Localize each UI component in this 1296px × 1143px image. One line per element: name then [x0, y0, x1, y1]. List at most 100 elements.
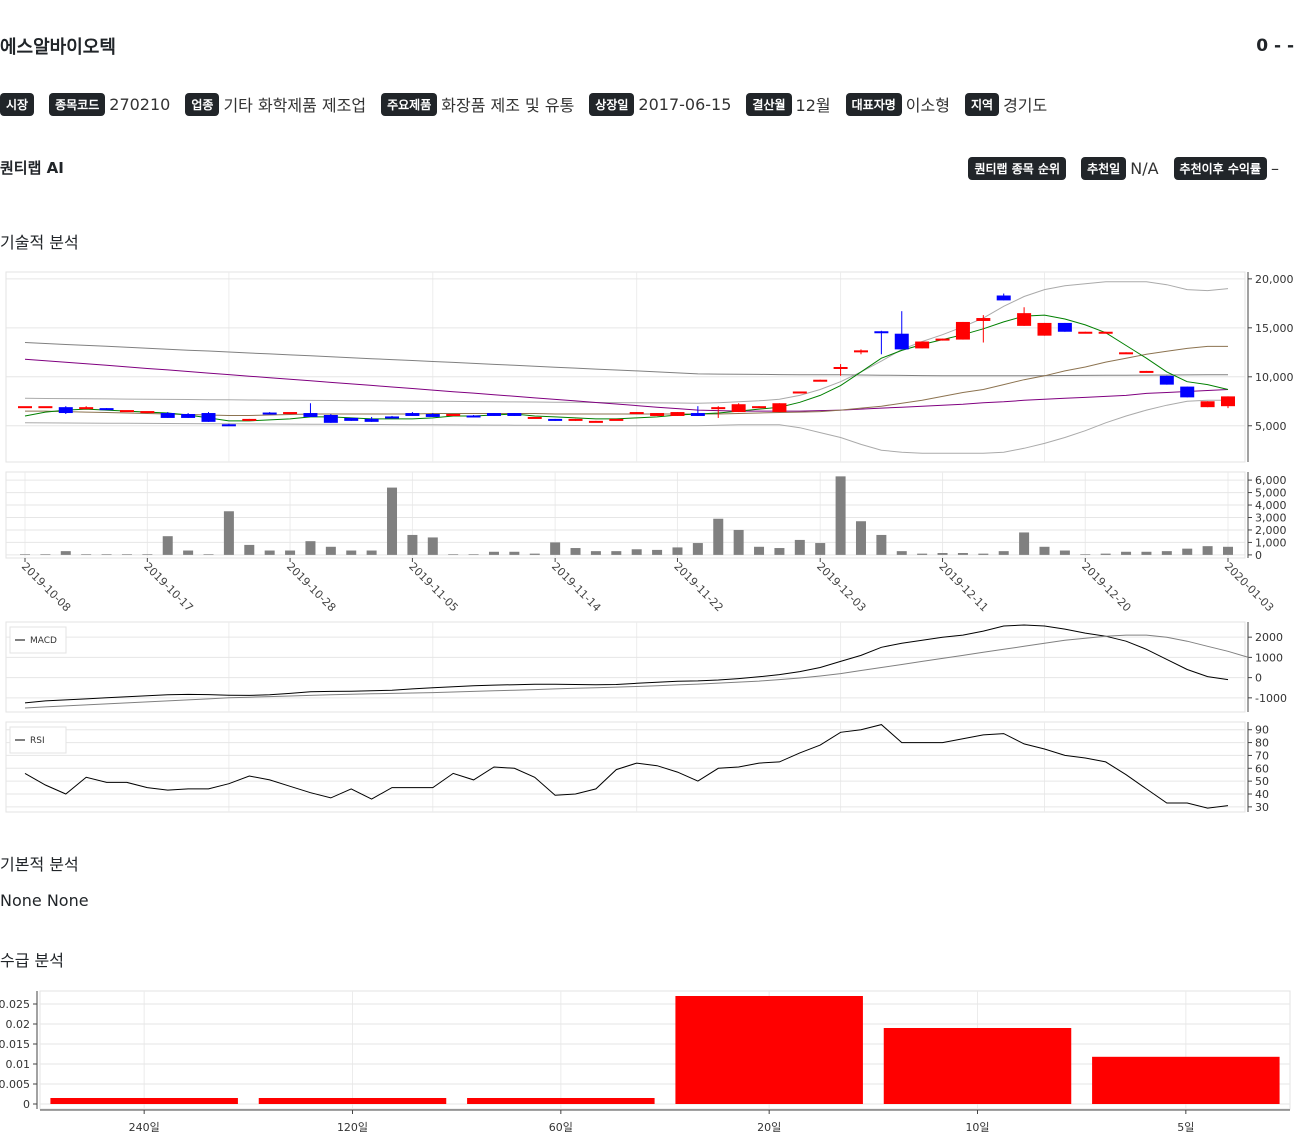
info-item: 퀀티랩 종목 순위: [968, 157, 1067, 180]
badge: 추천이후 수익률: [1173, 157, 1267, 180]
bar: [675, 996, 863, 1104]
plot-frame: [5, 271, 1246, 463]
bar: [101, 554, 112, 555]
stock-price: 0 - -: [1256, 36, 1294, 56]
y-tick-label: 5,000: [1255, 420, 1287, 433]
y-tick-label: 15,000: [1255, 322, 1294, 335]
bar: [142, 554, 153, 555]
bar: [387, 487, 398, 555]
bar: [631, 549, 642, 555]
candle-body: [344, 417, 359, 421]
y-tick-label: 20,000: [1255, 273, 1294, 286]
candle-body: [813, 379, 828, 382]
bar: [467, 1098, 655, 1104]
bar: [1182, 548, 1193, 555]
plot-frame: [5, 471, 1246, 559]
candle-body: [18, 406, 32, 409]
bar: [50, 1098, 238, 1104]
plot-frame: [5, 621, 1246, 713]
stock-title: 에스알바이오텍: [0, 37, 116, 58]
candle-body: [323, 414, 338, 423]
bar: [1223, 546, 1233, 555]
info-value: 경기도: [1003, 96, 1048, 115]
candle-body: [385, 416, 400, 419]
fundamental-text: None None: [0, 891, 89, 910]
candle-body: [221, 424, 236, 427]
overlay-line: [24, 358, 1229, 412]
candle-body: [527, 416, 542, 419]
bar: [570, 548, 581, 555]
badge: 업종: [185, 92, 220, 116]
section-title: 기술적 분석: [0, 233, 79, 252]
candle-body: [548, 418, 563, 421]
y-tick-label: 10,000: [1255, 371, 1294, 384]
info-item: 주요제품 화장품 제조 및 유통: [381, 92, 574, 116]
bar: [121, 554, 132, 555]
info-item: 추천일 N/A: [1081, 157, 1159, 180]
bar: [346, 550, 357, 555]
y-tick-label: 1000: [1255, 651, 1283, 664]
badge: 종목코드: [49, 92, 106, 116]
section-title: 기본적 분석: [0, 855, 79, 874]
candle-body: [588, 420, 603, 423]
bar: [244, 544, 255, 555]
candle-body: [1057, 322, 1072, 332]
y-tick-label: 0: [23, 1098, 30, 1111]
info-item: 대표자명 이소형: [845, 92, 950, 116]
candle-body: [99, 408, 114, 411]
ai-title: 퀀티랩 AI: [0, 159, 64, 177]
info-value: 기타 화학제품 제조업: [223, 96, 367, 115]
y-tick-label: 0.01: [6, 1058, 31, 1071]
candle-body: [915, 341, 930, 349]
candle-body: [1098, 331, 1113, 334]
candle-body: [833, 367, 848, 369]
bar: [1059, 550, 1070, 555]
bar: [81, 554, 92, 555]
y-tick-label: 5,000: [1255, 487, 1287, 500]
bar: [305, 541, 316, 555]
candle-body: [1078, 331, 1093, 334]
y-tick-label: 50: [1255, 775, 1269, 788]
bar: [1092, 1056, 1280, 1104]
y-tick-label: 3,000: [1255, 511, 1287, 524]
series-line: [24, 634, 1249, 709]
bar: [937, 553, 948, 555]
bar: [285, 550, 296, 555]
candle-body: [935, 338, 950, 341]
candle-body: [283, 412, 298, 415]
bar: [550, 542, 561, 555]
candle-body: [1119, 352, 1134, 355]
candle-body: [486, 413, 501, 416]
bar: [488, 551, 499, 555]
bar: [835, 476, 846, 555]
info-value: –: [1271, 159, 1279, 178]
x-tick-label: 20일: [757, 1120, 781, 1134]
bar: [692, 543, 703, 555]
info-item: 추천이후 수익률 –: [1173, 157, 1279, 180]
y-tick-label: 60: [1255, 762, 1269, 775]
plot-frame: [5, 721, 1246, 813]
y-tick-label: -1000: [1255, 692, 1287, 705]
y-tick-label: 90: [1255, 724, 1269, 737]
candle-body: [405, 413, 420, 416]
info-item: 결산월 12월: [746, 92, 831, 116]
candle-body: [894, 333, 909, 350]
info-value: 화장품 제조 및 유통: [441, 96, 575, 115]
bar: [258, 1098, 447, 1104]
candle-body: [446, 414, 461, 417]
candle-body: [792, 391, 807, 394]
candle-body: [1017, 313, 1032, 326]
series-line: [24, 624, 1229, 704]
x-tick-label: 2019-10-17: [141, 560, 195, 614]
bar: [733, 529, 744, 555]
bar: [917, 553, 928, 555]
x-tick-label: 2019-12-20: [1079, 560, 1133, 614]
bar: [1161, 551, 1172, 555]
y-tick-label: 1,000: [1255, 536, 1287, 549]
section-title: 수급 분석: [0, 951, 64, 970]
bar: [325, 546, 336, 555]
candle-body: [507, 413, 522, 416]
overlay-line: [24, 342, 1228, 377]
bar: [223, 511, 234, 555]
ai-row: 퀀티랩 종목 순위 추천일 N/A 추천이후 수익률 –: [968, 157, 1294, 180]
